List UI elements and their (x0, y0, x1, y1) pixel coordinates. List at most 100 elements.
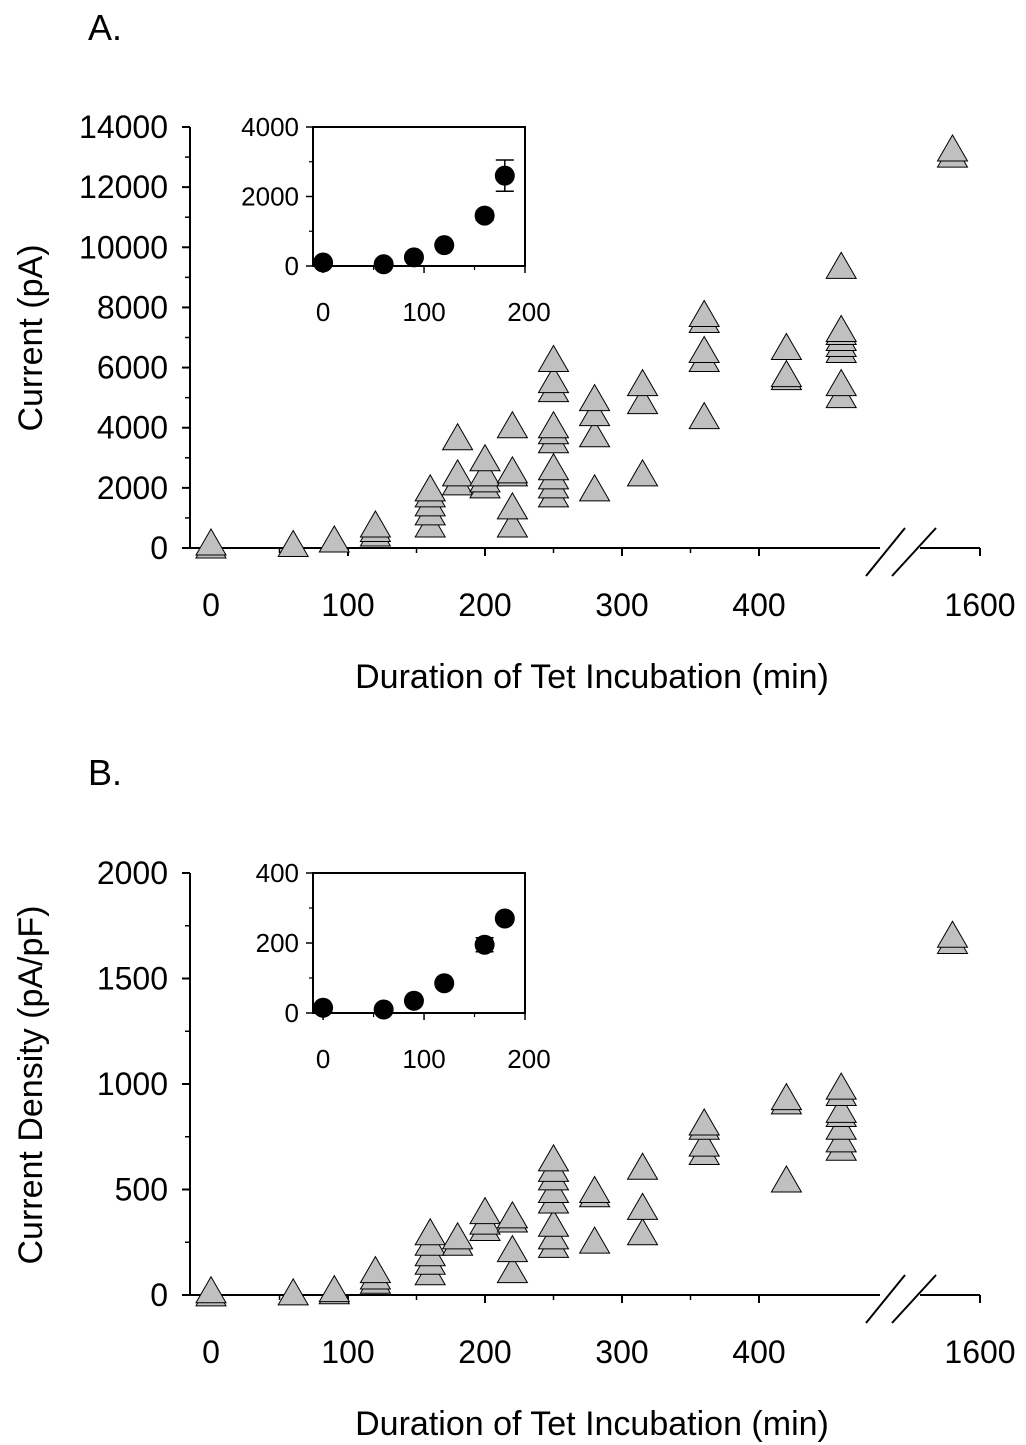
y-tick-label: 6000 (97, 350, 168, 386)
data-point-triangle (688, 299, 721, 327)
inset-data-point (373, 254, 394, 275)
data-point-triangle (277, 529, 310, 557)
inset-data-point (403, 247, 424, 268)
inset-x-tick-label: 200 (507, 1044, 550, 1074)
y-axis-title-a: Current (pA) (12, 244, 50, 431)
x-axis-title-b: Duration of Tet Incubation (min) (355, 1405, 829, 1443)
data-point-triangle (770, 1082, 803, 1111)
y-tick-label: 14000 (79, 109, 168, 145)
inset-x-tick-label: 200 (507, 297, 550, 327)
data-point-triangle (537, 1143, 570, 1172)
data-point-triangle (578, 1175, 611, 1203)
panel-label-a: A. (88, 7, 122, 48)
data-point-triangle (469, 458, 501, 487)
inset-data-point (403, 990, 424, 1011)
x-axis-title-a: Duration of Tet Incubation (min) (355, 658, 829, 696)
data-point-triangle (626, 458, 659, 487)
data-point-triangle (578, 419, 611, 448)
panel-a: A. Duration of Tet Incubation (min) Curr… (12, 7, 1016, 696)
data-point-triangle (770, 332, 803, 361)
inset-y-tick-label: 400 (256, 858, 299, 888)
data-point-triangle (936, 920, 969, 948)
y-tick-label: 1500 (97, 961, 168, 997)
inset-x-tick-label: 100 (402, 297, 445, 327)
data-point-triangle (626, 368, 659, 397)
data-point-triangle (496, 491, 529, 520)
axis-break-mark (891, 1274, 937, 1324)
x-tick-label: 200 (458, 587, 511, 623)
axis-break-mark (891, 527, 937, 577)
data-point-triangle (277, 1277, 310, 1306)
data-point-triangle (496, 509, 529, 538)
data-point-triangle (318, 1274, 351, 1303)
x-tick-label: 300 (595, 1334, 648, 1370)
data-point-triangle (441, 422, 474, 451)
data-point-triangle (825, 1072, 858, 1100)
y-tick-label: 500 (115, 1172, 168, 1208)
y-tick-label: 2000 (97, 855, 168, 891)
axis-break-mark (865, 1274, 906, 1324)
y-tick-label: 1000 (97, 1066, 168, 1102)
panel-label-b: B. (88, 752, 122, 793)
data-point-triangle (537, 452, 570, 481)
data-point-triangle (936, 134, 969, 162)
data-point-triangle (496, 1234, 529, 1263)
inset-data-point (434, 235, 455, 256)
data-point-triangle (626, 1217, 659, 1246)
inset-y-tick-label: 2000 (241, 182, 299, 212)
inset-x-tick-label: 0 (316, 297, 330, 327)
inset-frame (312, 126, 526, 267)
inset-data-point (373, 999, 394, 1020)
data-point-triangle (414, 1217, 447, 1246)
data-point-triangle (578, 1226, 611, 1254)
data-point-triangle (626, 1152, 659, 1180)
inset-y-tick-label: 0 (285, 998, 299, 1028)
x-tick-label: 1600 (944, 1334, 1015, 1370)
data-point-triangle (496, 410, 529, 439)
y-tick-label: 0 (150, 1277, 168, 1313)
x-tick-label: 400 (732, 587, 785, 623)
inset-b: 0 200 400 0 100 200 (256, 858, 551, 1074)
data-point-triangle (318, 524, 351, 553)
data-point-triangle (825, 314, 858, 342)
data-point-triangle (537, 410, 570, 439)
inset-data-point (494, 908, 515, 929)
inset-data-point (434, 973, 455, 994)
data-point-triangle (441, 1221, 474, 1250)
panel-b: B. Duration of Tet Incubation (min) Curr… (12, 752, 1016, 1443)
inset-data-point (313, 997, 334, 1018)
inset-data-point (313, 252, 334, 273)
data-point-triangle (688, 335, 721, 364)
x-tick-label: 1600 (944, 587, 1015, 623)
data-point-triangle (537, 365, 570, 394)
inset-y-tick-label: 0 (285, 251, 299, 281)
x-tick-label: 200 (458, 1334, 511, 1370)
y-tick-label: 10000 (79, 229, 168, 265)
y-tick-label: 12000 (79, 169, 168, 205)
inset-data-point (474, 205, 495, 226)
data-point-triangle (359, 509, 392, 538)
inset-a: 0 2000 4000 0 100 200 (241, 112, 551, 327)
data-point-triangle (195, 527, 227, 556)
x-tick-label: 400 (732, 1334, 785, 1370)
data-point-triangle (626, 1192, 659, 1220)
data-point-triangle (496, 1255, 529, 1284)
data-point-triangle (688, 401, 721, 430)
x-tick-label: 0 (202, 587, 220, 623)
data-point-triangle (825, 368, 858, 397)
data-point-triangle (578, 383, 611, 412)
data-point-triangle (441, 458, 474, 487)
data-point-triangle (496, 455, 529, 484)
data-point-triangle (578, 398, 611, 427)
marks-a (195, 134, 969, 559)
data-point-triangle (578, 473, 611, 502)
data-point-triangle (195, 1275, 227, 1304)
inset-x-tick-label: 0 (316, 1044, 330, 1074)
marks-b (195, 920, 969, 1307)
data-point-triangle (626, 386, 659, 415)
data-point-triangle (825, 251, 858, 279)
y-tick-label: 0 (150, 530, 168, 566)
data-point-triangle (770, 1164, 803, 1193)
